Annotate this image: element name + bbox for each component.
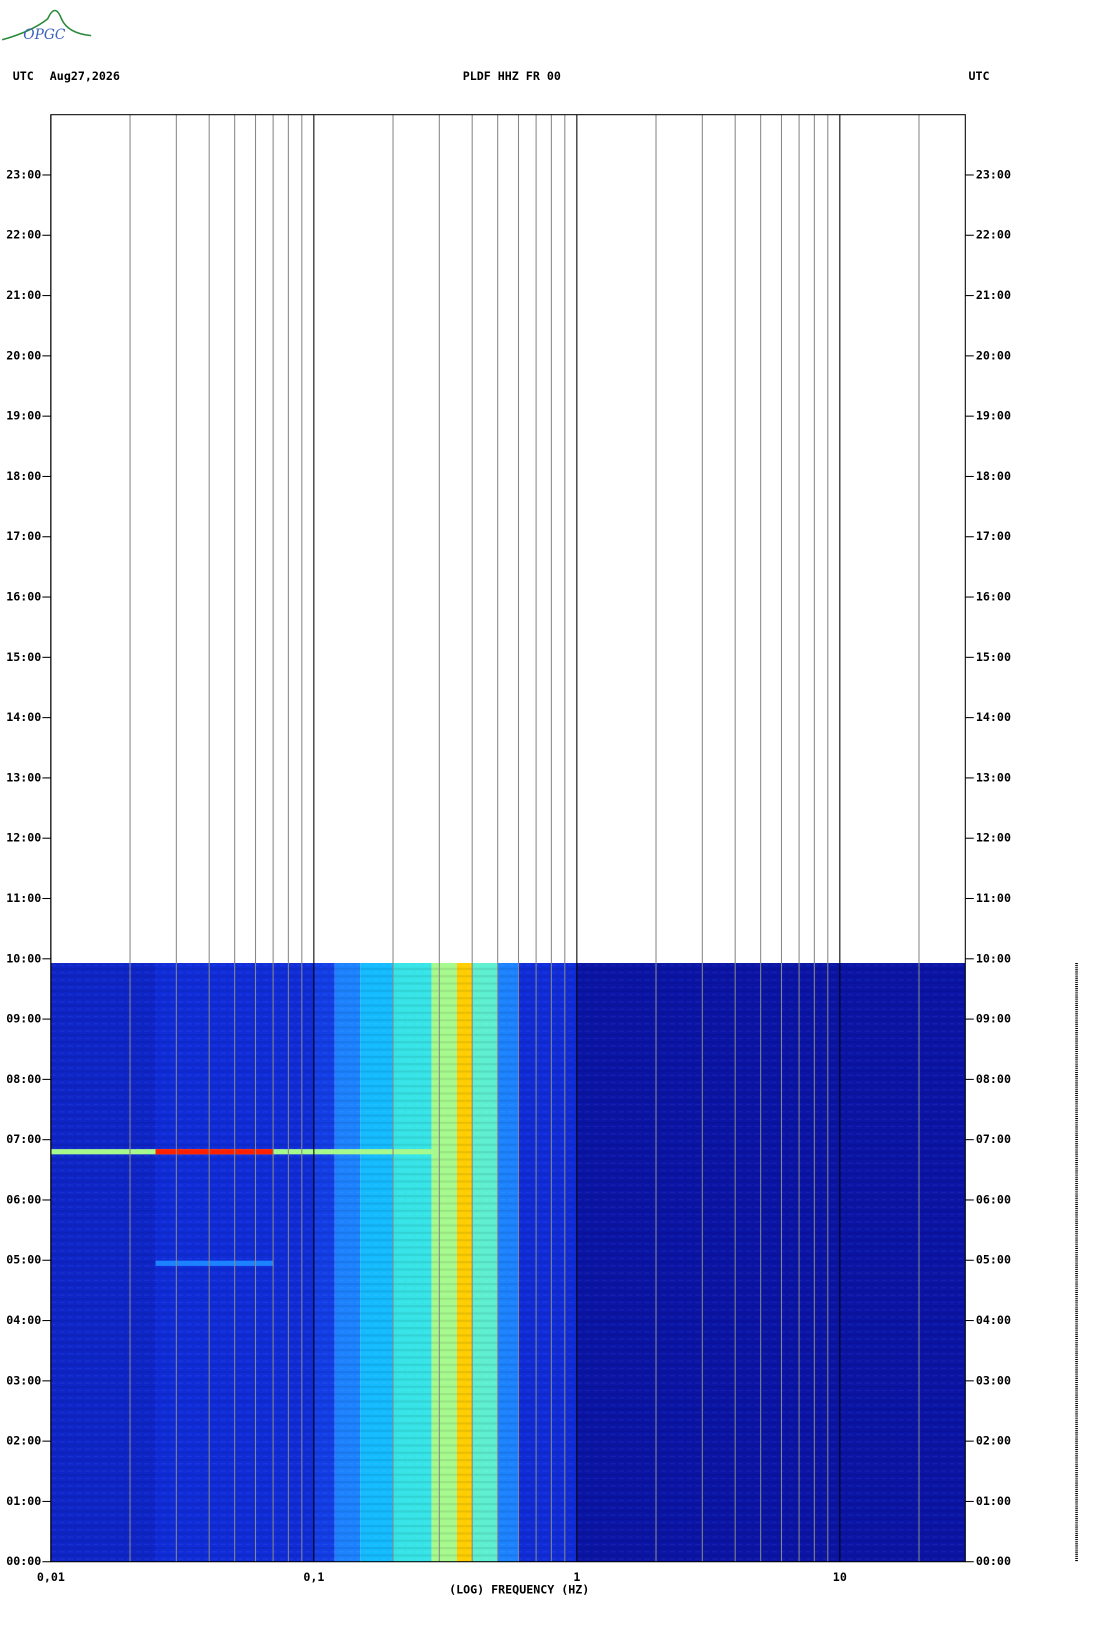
y-tick-label-right: 09:00 [976, 1012, 1011, 1026]
y-tick-label: 00:00 [6, 1554, 41, 1568]
y-tick-label-right: 08:00 [976, 1072, 1011, 1086]
y-tick-label: 20:00 [6, 348, 41, 362]
date: Aug27,2026 [50, 69, 120, 83]
y-tick-label: 03:00 [6, 1373, 41, 1387]
y-tick-label-right: 15:00 [976, 650, 1011, 664]
event [155, 1149, 274, 1155]
y-tick-label-right: 05:00 [976, 1253, 1011, 1267]
y-tick-label-right: 00:00 [976, 1554, 1011, 1568]
y-tick-label: 18:00 [6, 469, 41, 483]
logo: OPGC [1, 9, 92, 43]
chart-title: PLDF HHZ FR 00 [463, 69, 561, 83]
plot-frame [50, 114, 966, 1563]
y-tick-label: 08:00 [6, 1072, 41, 1086]
y-tick-label-right: 06:00 [976, 1193, 1011, 1207]
y-tick-label: 09:00 [6, 1012, 41, 1026]
left-utc: UTC [13, 69, 34, 83]
y-tick-label: 16:00 [6, 590, 41, 604]
right-utc: UTC [968, 69, 989, 83]
y-tick-label: 19:00 [6, 409, 41, 423]
y-tick-label-right: 04:00 [976, 1313, 1011, 1327]
y-tick-label-right: 17:00 [976, 529, 1011, 543]
y-tick-label-right: 12:00 [976, 831, 1011, 845]
y-tick-label: 21:00 [6, 288, 41, 302]
y-tick-label-right: 03:00 [976, 1373, 1011, 1387]
x-tick-label: 1 [573, 1570, 580, 1584]
y-tick-label: 01:00 [6, 1494, 41, 1508]
y-tick-label: 23:00 [6, 168, 41, 182]
y-tick-label: 12:00 [6, 831, 41, 845]
event [155, 1260, 274, 1266]
y-tick-label-right: 02:00 [976, 1434, 1011, 1448]
y-tick-label-right: 13:00 [976, 770, 1011, 784]
x-axis-label: (LOG) FREQUENCY (HZ) [449, 1583, 589, 1597]
y-tick-label: 10:00 [6, 951, 41, 965]
y-tick-label: 05:00 [6, 1253, 41, 1267]
y-tick-label-right: 10:00 [976, 951, 1011, 965]
x-tick-label: 0,1 [303, 1570, 324, 1584]
y-tick-label: 07:00 [6, 1132, 41, 1146]
y-tick-label-right: 07:00 [976, 1132, 1011, 1146]
y-tick-label-right: 14:00 [976, 710, 1011, 724]
y-tick-label: 13:00 [6, 770, 41, 784]
y-tick-label: 11:00 [6, 891, 41, 905]
y-tick-label: 14:00 [6, 710, 41, 724]
y-tick-label-right: 16:00 [976, 590, 1011, 604]
y-tick-label: 17:00 [6, 529, 41, 543]
y-tick-label: 15:00 [6, 650, 41, 664]
y-tick-label: 06:00 [6, 1193, 41, 1207]
y-tick-label-right: 23:00 [976, 168, 1011, 182]
y-tick-label: 02:00 [6, 1434, 41, 1448]
y-tick-label: 04:00 [6, 1313, 41, 1327]
y-tick-label-right: 18:00 [976, 469, 1011, 483]
y-tick-label-right: 20:00 [976, 348, 1011, 362]
y-tick-label-right: 01:00 [976, 1494, 1011, 1508]
x-tick-label: 10 [833, 1570, 847, 1584]
y-tick-label-right: 11:00 [976, 891, 1011, 905]
y-tick-label: 22:00 [6, 228, 41, 242]
y-tick-label-right: 22:00 [976, 228, 1011, 242]
y-tick-label-right: 19:00 [976, 409, 1011, 423]
y-tick-label-right: 21:00 [976, 288, 1011, 302]
x-tick-label: 0,01 [37, 1570, 65, 1584]
logo-text: OPGC [23, 27, 66, 43]
